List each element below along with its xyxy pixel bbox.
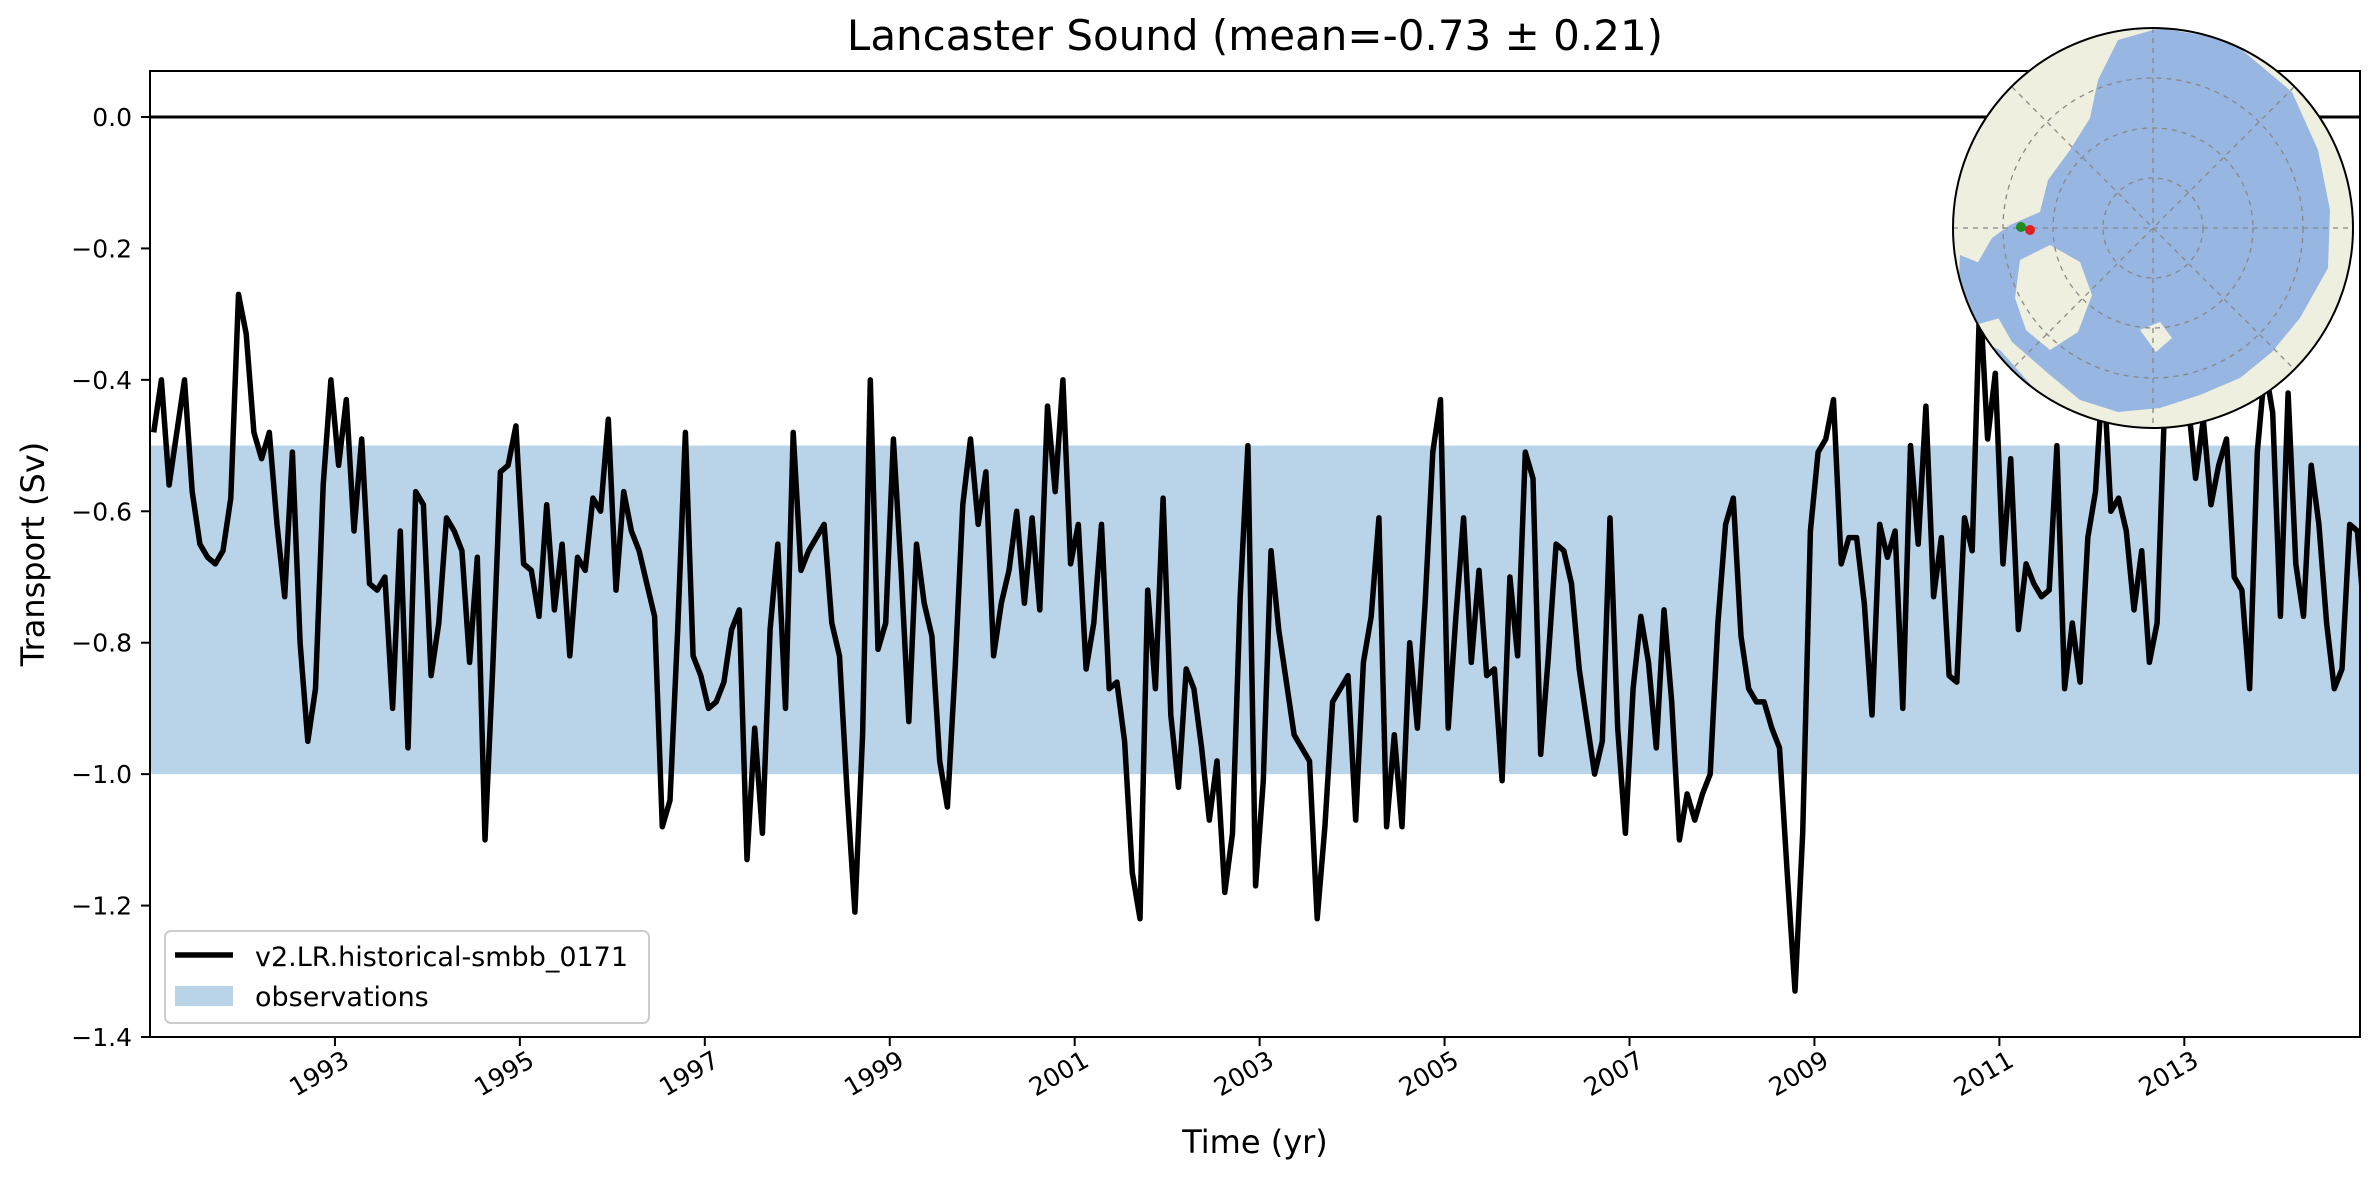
y-tick-label: −1.2 (71, 892, 132, 921)
x-tick-label: 2005 (1394, 1045, 1464, 1102)
legend-band-swatch (175, 986, 233, 1006)
x-tick-label: 2003 (1209, 1045, 1279, 1102)
x-tick-label: 2011 (1949, 1045, 2019, 1102)
y-tick-label: −0.4 (71, 366, 132, 395)
legend: v2.LR.historical-smbb_0171 observations (164, 930, 650, 1024)
y-tick-label: −0.2 (71, 234, 132, 263)
y-tick-label: 0.0 (92, 103, 132, 132)
svalbard-land (2140, 322, 2172, 352)
x-tick-label: 1997 (654, 1045, 724, 1102)
map-graticule (1953, 28, 2353, 428)
y-tick-label: −1.0 (71, 760, 132, 789)
x-tick-label: 1999 (839, 1045, 909, 1102)
chart-title: Lancaster Sound (mean=-0.73 ± 0.21) (847, 11, 1663, 60)
x-tick-label: 1995 (469, 1045, 539, 1102)
greenland-land (2015, 245, 2092, 350)
legend-box (164, 930, 650, 1024)
x-tick-label: 2009 (1764, 1045, 1834, 1102)
section-end-marker (2025, 225, 2035, 235)
hudson-bay-water (1958, 255, 2010, 325)
x-tick-label: 2001 (1024, 1045, 1094, 1102)
x-tick-label: 1993 (284, 1045, 354, 1102)
map-outline (1952, 27, 2354, 429)
x-tick-label: 2013 (2134, 1045, 2204, 1102)
legend-band-label: observations (255, 982, 429, 1013)
legend-series-label: v2.LR.historical-smbb_0171 (255, 942, 628, 973)
x-axis-label: Time (yr) (1181, 1123, 1328, 1161)
y-tick-label: −0.6 (71, 497, 132, 526)
axes-frame (149, 70, 2361, 1038)
series-line (150, 291, 2360, 994)
y-tick-label: −1.4 (71, 1023, 132, 1052)
inset-polar-map (1952, 27, 2354, 429)
y-ticks: 0.0 −0.2 −0.4 −0.6 −0.8 −1.0 −1.2 −1.4 (71, 103, 150, 1052)
archipelago-land (1962, 170, 2030, 228)
y-tick-label: −0.8 (71, 629, 132, 658)
x-ticks: 1993 1995 1997 1999 2001 2003 2005 2007 2009 2011… (284, 1037, 2203, 1102)
section-start-marker (2016, 222, 2026, 232)
y-axis-label: Transport (Sv) (14, 442, 52, 668)
x-tick-label: 2007 (1579, 1045, 1649, 1102)
